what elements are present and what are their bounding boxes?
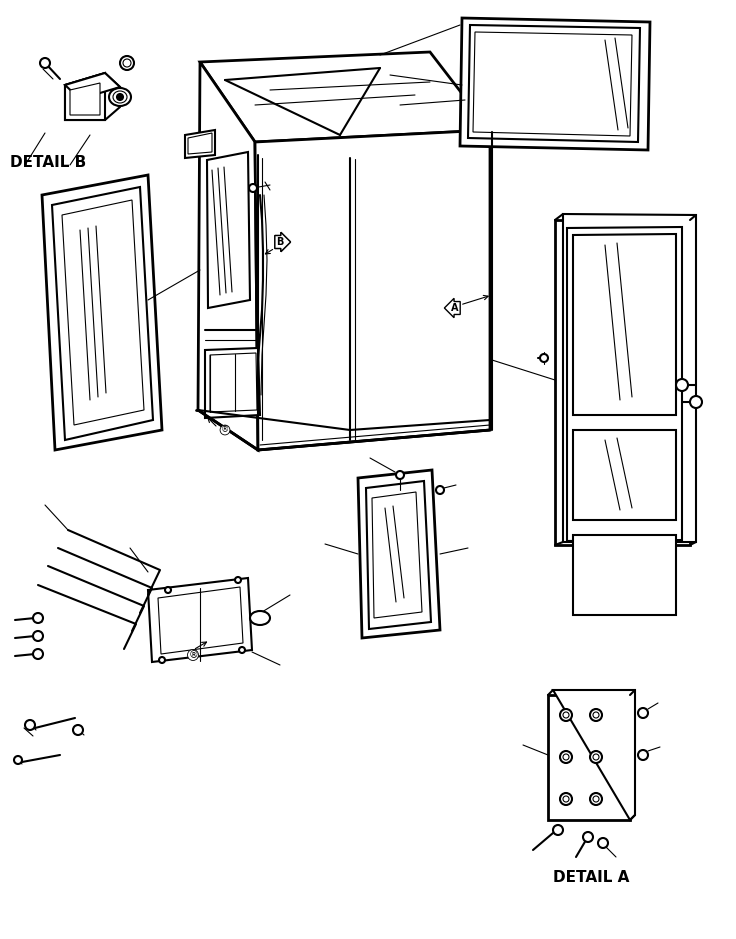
Circle shape [120,56,134,70]
Circle shape [560,751,572,763]
Circle shape [25,720,35,730]
Polygon shape [372,492,422,618]
Polygon shape [573,535,676,615]
Circle shape [563,796,569,802]
Polygon shape [563,214,696,542]
Circle shape [436,486,444,494]
Circle shape [73,725,83,735]
Circle shape [593,796,599,802]
Circle shape [33,631,43,641]
Polygon shape [42,175,162,450]
Polygon shape [185,130,215,158]
Polygon shape [567,227,682,541]
Text: DETAIL A: DETAIL A [553,870,629,885]
Ellipse shape [109,88,131,106]
Circle shape [159,657,165,663]
Circle shape [560,793,572,805]
Polygon shape [188,133,212,154]
Polygon shape [548,695,630,820]
Polygon shape [207,152,250,308]
Circle shape [563,754,569,760]
Polygon shape [158,587,243,654]
Circle shape [590,751,602,763]
Circle shape [598,838,608,848]
Circle shape [14,756,22,764]
Circle shape [123,59,131,67]
Circle shape [540,354,548,362]
Polygon shape [460,18,650,150]
Circle shape [33,649,43,659]
Circle shape [560,709,572,721]
Text: A: A [451,303,459,313]
Polygon shape [65,73,120,99]
Circle shape [593,754,599,760]
Text: ®: ® [221,425,229,435]
Text: B: B [276,237,283,247]
Polygon shape [65,73,120,120]
Polygon shape [198,62,258,450]
Polygon shape [210,353,257,412]
Polygon shape [573,430,676,520]
Polygon shape [553,690,635,820]
Circle shape [593,712,599,718]
Polygon shape [255,130,490,450]
Circle shape [553,825,563,835]
Circle shape [117,94,123,100]
Circle shape [396,471,404,479]
Circle shape [33,613,43,623]
Polygon shape [473,32,632,136]
Ellipse shape [250,611,270,625]
Polygon shape [573,234,676,415]
Polygon shape [65,73,105,120]
Circle shape [676,379,688,391]
Polygon shape [52,187,153,440]
Polygon shape [358,470,440,638]
Polygon shape [148,578,252,662]
Circle shape [638,708,648,718]
Circle shape [638,750,648,760]
Circle shape [239,647,245,653]
Polygon shape [205,348,260,418]
Polygon shape [555,220,690,545]
Circle shape [249,184,257,192]
Circle shape [590,793,602,805]
Circle shape [590,709,602,721]
Polygon shape [366,481,431,629]
Circle shape [40,58,50,68]
Text: DETAIL B: DETAIL B [10,155,86,170]
Circle shape [235,577,241,583]
Polygon shape [62,200,144,425]
Circle shape [563,712,569,718]
Circle shape [690,396,702,408]
Ellipse shape [113,91,127,103]
Polygon shape [70,83,100,115]
Polygon shape [468,25,640,142]
Circle shape [583,832,593,842]
Polygon shape [200,52,490,142]
Circle shape [165,587,171,593]
Text: B: B [276,237,283,247]
Text: ®: ® [188,650,198,660]
